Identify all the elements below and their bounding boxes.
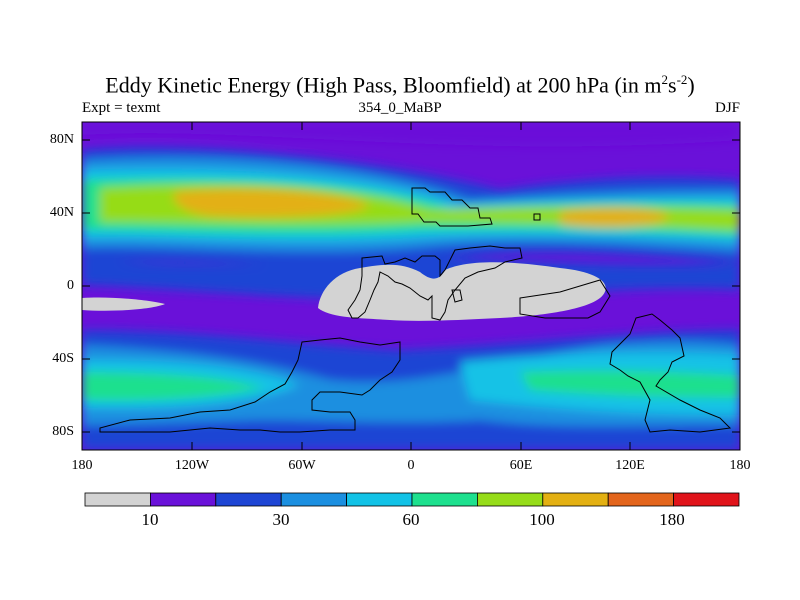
y-tick-label: 40N (49, 205, 74, 220)
x-tick-label: 60W (288, 458, 316, 473)
colorbar-label: 100 (529, 510, 555, 529)
sh-west-max (82, 372, 265, 401)
colorbar-swatch (84, 492, 151, 507)
colorbar-swatch (346, 492, 413, 507)
colorbar-label: 60 (402, 510, 420, 529)
y-tick-label: 0 (67, 278, 74, 293)
x-tick-label: 0 (407, 458, 415, 473)
pacific-minimum (82, 297, 165, 311)
x-tick-label: 60E (509, 458, 533, 473)
colorbar-swatch (476, 492, 544, 507)
y-tick-label: 80S (52, 424, 74, 439)
colorbar-swatch (673, 492, 740, 507)
colorbar-label: 180 (659, 510, 685, 529)
sh-east-max (520, 370, 740, 398)
axis-ticks (81, 122, 741, 450)
chart-title: Eddy Kinetic Energy (High Pass, Bloomfie… (105, 72, 695, 98)
season-label: DJF (714, 100, 740, 116)
experiment-id: 354_0_MaBP (358, 100, 442, 116)
land-outlines (99, 187, 732, 433)
colorbar-label: 30 (272, 510, 290, 529)
x-tick-label: 120W (174, 458, 210, 473)
colorbar-swatch (149, 492, 217, 507)
y-tick-label: 80N (49, 132, 74, 147)
colorbar-swatch (280, 492, 348, 507)
colorbar-swatch (607, 492, 675, 507)
tropical-minimum (318, 262, 606, 321)
colorbar-swatch (215, 492, 282, 507)
pacific-jet-max (173, 188, 370, 218)
colorbar-swatch (411, 492, 478, 507)
x-tick-label: 120E (615, 458, 645, 473)
y-tick-label: 40S (52, 351, 74, 366)
experiment-label: Expt = texmt (82, 100, 161, 116)
eurasian-jet-max (560, 207, 670, 228)
x-tick-label: 180 (729, 458, 751, 473)
colorbar-label: 10 (141, 510, 159, 529)
x-tick-label: 180 (71, 458, 93, 473)
colorbar-swatch (542, 492, 609, 507)
